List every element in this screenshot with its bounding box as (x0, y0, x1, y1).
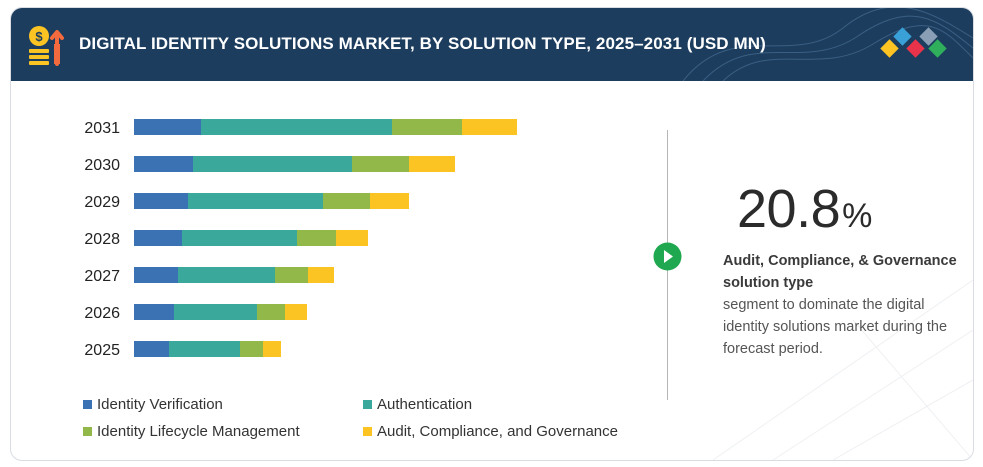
stat-description-bold: Audit, Compliance, & Governance solution… (723, 253, 957, 291)
svg-text:$: $ (35, 29, 43, 44)
brand-logo (880, 27, 947, 58)
bar-segment-2030-series-1 (193, 156, 352, 172)
bar-segment-2029-series-3 (370, 193, 409, 209)
bar-segment-2027-series-3 (308, 267, 334, 283)
bar-segment-2026-series-1 (174, 304, 257, 320)
legend-swatch (363, 400, 372, 409)
bar-segment-2029-series-0 (134, 193, 188, 209)
y-tick-label-2029: 2029 (84, 194, 120, 211)
bar-segment-2031-series-3 (462, 119, 517, 135)
bar-segment-2025-series-0 (134, 341, 169, 357)
bar-segment-2028-series-1 (182, 230, 297, 246)
bar-segment-2028-series-0 (134, 230, 182, 246)
legend-swatch (363, 427, 372, 436)
legend-label: Identity Verification (97, 396, 223, 413)
bar-segment-2027-series-0 (134, 267, 178, 283)
logo-diamond-gray (919, 27, 938, 46)
cagr-value: 20.8 (737, 179, 841, 239)
chart-card: $ DIGITAL IDENTITY SOLUTIONS MARKET, BY … (10, 7, 974, 461)
header-wave-decoration (682, 8, 973, 81)
logo-diamond-green (928, 39, 947, 58)
bar-segment-2025-series-1 (169, 341, 240, 357)
bar-segment-2030-series-3 (409, 156, 455, 172)
cagr-unit: % (842, 197, 873, 235)
bar-segment-2030-series-2 (352, 156, 409, 172)
bar-segment-2029-series-2 (323, 193, 370, 209)
bar-segment-2031-series-0 (134, 119, 201, 135)
stat-description: Audit, Compliance, & Governance solution… (723, 250, 963, 360)
logo-diamond-blue (893, 27, 912, 46)
bar-segment-2025-series-3 (263, 341, 281, 357)
bar-segment-2031-series-2 (392, 119, 462, 135)
y-tick-label-2025: 2025 (84, 342, 120, 359)
bar-segment-2027-series-2 (275, 267, 308, 283)
logo-diamond-yellow (880, 39, 899, 58)
bar-segment-2030-series-0 (134, 156, 193, 172)
legend-item-authentication: Authentication (363, 396, 472, 413)
legend-item-identity-lifecycle-management: Identity Lifecycle Management (83, 423, 300, 440)
stat-description-text: segment to dominate the digital identity… (723, 297, 948, 357)
cagr-stat: 20.8% (737, 178, 872, 240)
y-tick-label-2028: 2028 (84, 231, 120, 248)
bar-segment-2026-series-0 (134, 304, 174, 320)
legend-swatch (83, 427, 92, 436)
bar-segment-2028-series-2 (297, 230, 336, 246)
bar-segment-2026-series-3 (285, 304, 307, 320)
stacked-bar-chart: 2031 2030 2029 2028 2027 2026 2025 (84, 119, 517, 359)
chart-legend: Identity Verification Authentication Ide… (83, 396, 643, 456)
legend-item-identity-verification: Identity Verification (83, 396, 223, 413)
bar-segment-2028-series-3 (336, 230, 368, 246)
y-tick-label-2027: 2027 (84, 268, 120, 285)
bar-segment-2029-series-1 (188, 193, 323, 209)
bar-segment-2027-series-1 (178, 267, 275, 283)
legend-label: Identity Lifecycle Management (97, 423, 300, 440)
legend-label: Audit, Compliance, and Governance (377, 423, 618, 440)
play-icon[interactable] (653, 242, 682, 271)
y-tick-label-2031: 2031 (84, 120, 120, 137)
legend-label: Authentication (377, 396, 473, 413)
chart-title: DIGITAL IDENTITY SOLUTIONS MARKET, BY SO… (79, 34, 766, 53)
background-lines-decoration (712, 279, 973, 460)
y-tick-label-2026: 2026 (84, 305, 120, 322)
y-tick-label-2030: 2030 (84, 157, 120, 174)
money-growth-icon: $ (29, 26, 64, 66)
bar-segment-2031-series-1 (201, 119, 392, 135)
bar-segment-2025-series-2 (240, 341, 263, 357)
header-banner: $ DIGITAL IDENTITY SOLUTIONS MARKET, BY … (11, 8, 973, 81)
legend-item-audit-compliance-governance: Audit, Compliance, and Governance (363, 423, 618, 440)
bar-segment-2026-series-2 (257, 304, 285, 320)
logo-diamond-red (906, 39, 925, 58)
legend-swatch (83, 400, 92, 409)
